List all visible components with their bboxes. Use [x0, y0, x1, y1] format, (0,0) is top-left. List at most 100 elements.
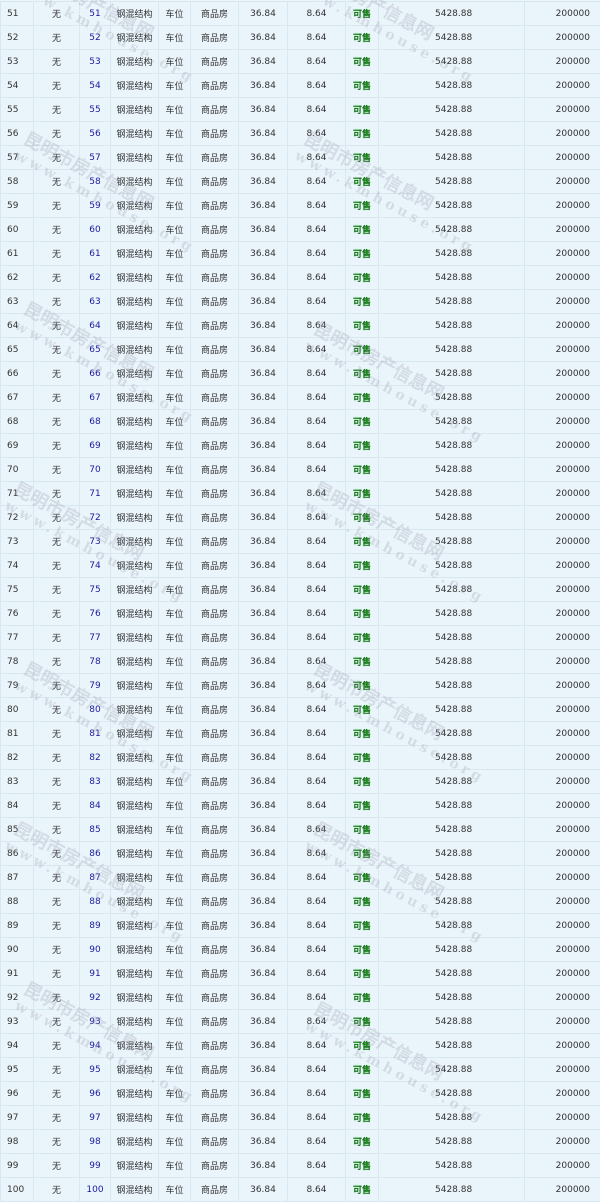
room-number-link[interactable]: 100 — [80, 1178, 111, 1202]
room-number-link[interactable]: 84 — [80, 794, 111, 818]
shared-area-cell: 8.64 — [288, 674, 346, 698]
room-number-link[interactable]: 64 — [80, 314, 111, 338]
usage-cell: 车位 — [159, 122, 191, 146]
room-number-link[interactable]: 68 — [80, 410, 111, 434]
usage-cell: 车位 — [159, 74, 191, 98]
room-number-link[interactable]: 61 — [80, 242, 111, 266]
area-cell: 36.84 — [239, 2, 288, 26]
room-number-link[interactable]: 70 — [80, 458, 111, 482]
status-badge: 可售 — [346, 410, 379, 434]
room-number-link[interactable]: 55 — [80, 98, 111, 122]
total-price-cell: 200000 — [525, 218, 600, 242]
room-number-link[interactable]: 58 — [80, 170, 111, 194]
room-number-link[interactable]: 82 — [80, 746, 111, 770]
room-number-link[interactable]: 57 — [80, 146, 111, 170]
room-number-link[interactable]: 54 — [80, 74, 111, 98]
usage-cell: 车位 — [159, 290, 191, 314]
room-number-link[interactable]: 91 — [80, 962, 111, 986]
room-number-link[interactable]: 92 — [80, 986, 111, 1010]
room-number-link[interactable]: 86 — [80, 842, 111, 866]
floor-cell: 无 — [34, 1058, 80, 1082]
room-number-link[interactable]: 52 — [80, 26, 111, 50]
floor-cell: 无 — [34, 626, 80, 650]
room-number-link[interactable]: 99 — [80, 1154, 111, 1178]
room-number-link[interactable]: 76 — [80, 602, 111, 626]
room-number-link[interactable]: 77 — [80, 626, 111, 650]
room-number-link[interactable]: 74 — [80, 554, 111, 578]
room-number-link[interactable]: 80 — [80, 698, 111, 722]
room-number-link[interactable]: 88 — [80, 890, 111, 914]
room-number-link[interactable]: 63 — [80, 290, 111, 314]
house-type-cell: 商品房 — [191, 74, 239, 98]
room-number-link[interactable]: 75 — [80, 578, 111, 602]
row-number: 94 — [1, 1034, 34, 1058]
total-price-cell: 200000 — [525, 1058, 600, 1082]
floor-cell: 无 — [34, 362, 80, 386]
room-number-link[interactable]: 53 — [80, 50, 111, 74]
row-number: 93 — [1, 1010, 34, 1034]
usage-cell: 车位 — [159, 26, 191, 50]
room-number-link[interactable]: 90 — [80, 938, 111, 962]
room-number-link[interactable]: 69 — [80, 434, 111, 458]
room-number-link[interactable]: 72 — [80, 506, 111, 530]
room-number-link[interactable]: 67 — [80, 386, 111, 410]
total-price-cell: 200000 — [525, 674, 600, 698]
room-number-link[interactable]: 85 — [80, 818, 111, 842]
status-badge: 可售 — [346, 578, 379, 602]
room-number-link[interactable]: 95 — [80, 1058, 111, 1082]
unit-price-cell: 5428.88 — [379, 722, 525, 746]
structure-cell: 钢混结构 — [111, 770, 159, 794]
row-number: 78 — [1, 650, 34, 674]
status-badge: 可售 — [346, 122, 379, 146]
area-cell: 36.84 — [239, 746, 288, 770]
room-number-link[interactable]: 79 — [80, 674, 111, 698]
room-number-link[interactable]: 89 — [80, 914, 111, 938]
floor-cell: 无 — [34, 962, 80, 986]
unit-price-cell: 5428.88 — [379, 410, 525, 434]
area-cell: 36.84 — [239, 122, 288, 146]
room-number-link[interactable]: 96 — [80, 1082, 111, 1106]
room-number-link[interactable]: 71 — [80, 482, 111, 506]
room-number-link[interactable]: 83 — [80, 770, 111, 794]
status-badge: 可售 — [346, 722, 379, 746]
area-cell: 36.84 — [239, 410, 288, 434]
room-number-link[interactable]: 66 — [80, 362, 111, 386]
shared-area-cell: 8.64 — [288, 698, 346, 722]
room-number-link[interactable]: 87 — [80, 866, 111, 890]
room-number-link[interactable]: 93 — [80, 1010, 111, 1034]
room-number-link[interactable]: 97 — [80, 1106, 111, 1130]
house-type-cell: 商品房 — [191, 170, 239, 194]
status-badge: 可售 — [346, 770, 379, 794]
room-number-link[interactable]: 62 — [80, 266, 111, 290]
room-number-link[interactable]: 98 — [80, 1130, 111, 1154]
shared-area-cell: 8.64 — [288, 1082, 346, 1106]
status-badge: 可售 — [346, 338, 379, 362]
room-number-link[interactable]: 81 — [80, 722, 111, 746]
area-cell: 36.84 — [239, 50, 288, 74]
room-number-link[interactable]: 59 — [80, 194, 111, 218]
room-number-link[interactable]: 73 — [80, 530, 111, 554]
room-number-link[interactable]: 78 — [80, 650, 111, 674]
status-badge: 可售 — [346, 1154, 379, 1178]
area-cell: 36.84 — [239, 698, 288, 722]
status-badge: 可售 — [346, 746, 379, 770]
floor-cell: 无 — [34, 770, 80, 794]
room-number-link[interactable]: 60 — [80, 218, 111, 242]
unit-price-cell: 5428.88 — [379, 866, 525, 890]
total-price-cell: 200000 — [525, 1034, 600, 1058]
house-type-cell: 商品房 — [191, 626, 239, 650]
room-number-link[interactable]: 94 — [80, 1034, 111, 1058]
structure-cell: 钢混结构 — [111, 410, 159, 434]
room-number-link[interactable]: 51 — [80, 2, 111, 26]
row-number: 69 — [1, 434, 34, 458]
usage-cell: 车位 — [159, 1130, 191, 1154]
house-type-cell: 商品房 — [191, 1082, 239, 1106]
unit-price-cell: 5428.88 — [379, 290, 525, 314]
room-number-link[interactable]: 56 — [80, 122, 111, 146]
house-type-cell: 商品房 — [191, 410, 239, 434]
room-number-link[interactable]: 65 — [80, 338, 111, 362]
